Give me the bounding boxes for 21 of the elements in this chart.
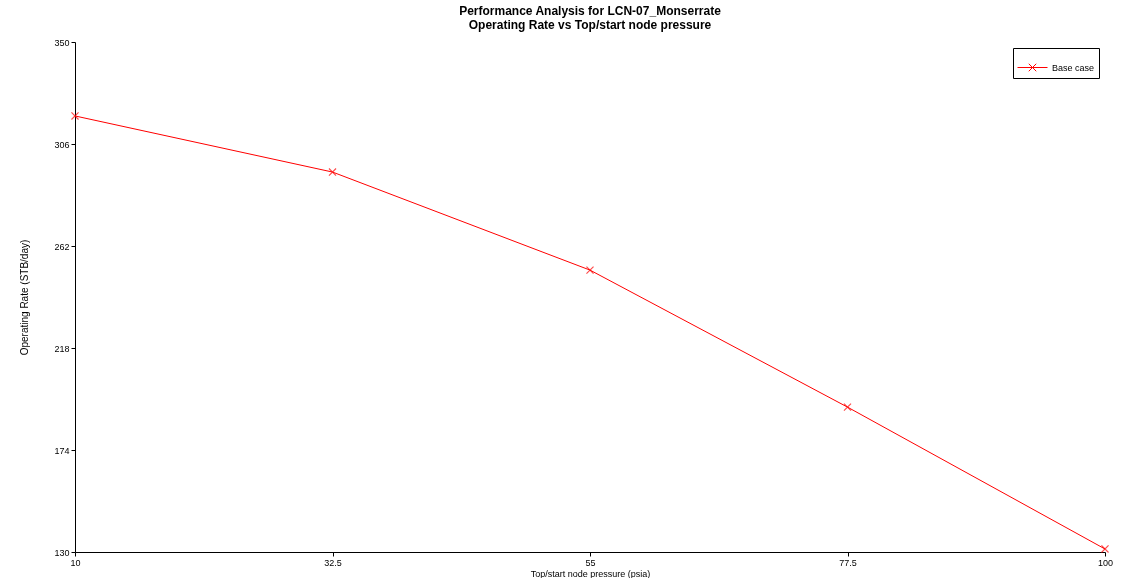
- y-tick-label: 174: [54, 445, 70, 456]
- point: [585, 265, 595, 275]
- point: [328, 167, 337, 177]
- x-tick-label: 100: [1097, 557, 1114, 568]
- y-tick-label: 130: [54, 547, 70, 558]
- point: [70, 111, 80, 121]
- text: Operating Rate vs Top/start node pressure: [468, 18, 712, 32]
- y-axis-title: Operating Rate (STB/day): [19, 239, 31, 356]
- x-tick-label: 32.5: [324, 557, 342, 568]
- legend-label: Base case: [1052, 62, 1095, 73]
- point: [843, 402, 852, 412]
- x-axis-title: Top/start node pressure (psia): [530, 568, 651, 578]
- y-tick-label: 262: [54, 241, 70, 252]
- y-tick-label: 218: [54, 343, 70, 354]
- x-tick-label: 10: [70, 557, 81, 568]
- point: [1100, 544, 1110, 554]
- y-tick-label: 350: [54, 37, 70, 48]
- y-tick-label: 306: [54, 139, 70, 150]
- text: Performance Analysis for LCN-07_Monserrate: [459, 4, 721, 18]
- x-tick-label: 77.5: [839, 557, 857, 568]
- x-tick-label: 55: [585, 557, 596, 568]
